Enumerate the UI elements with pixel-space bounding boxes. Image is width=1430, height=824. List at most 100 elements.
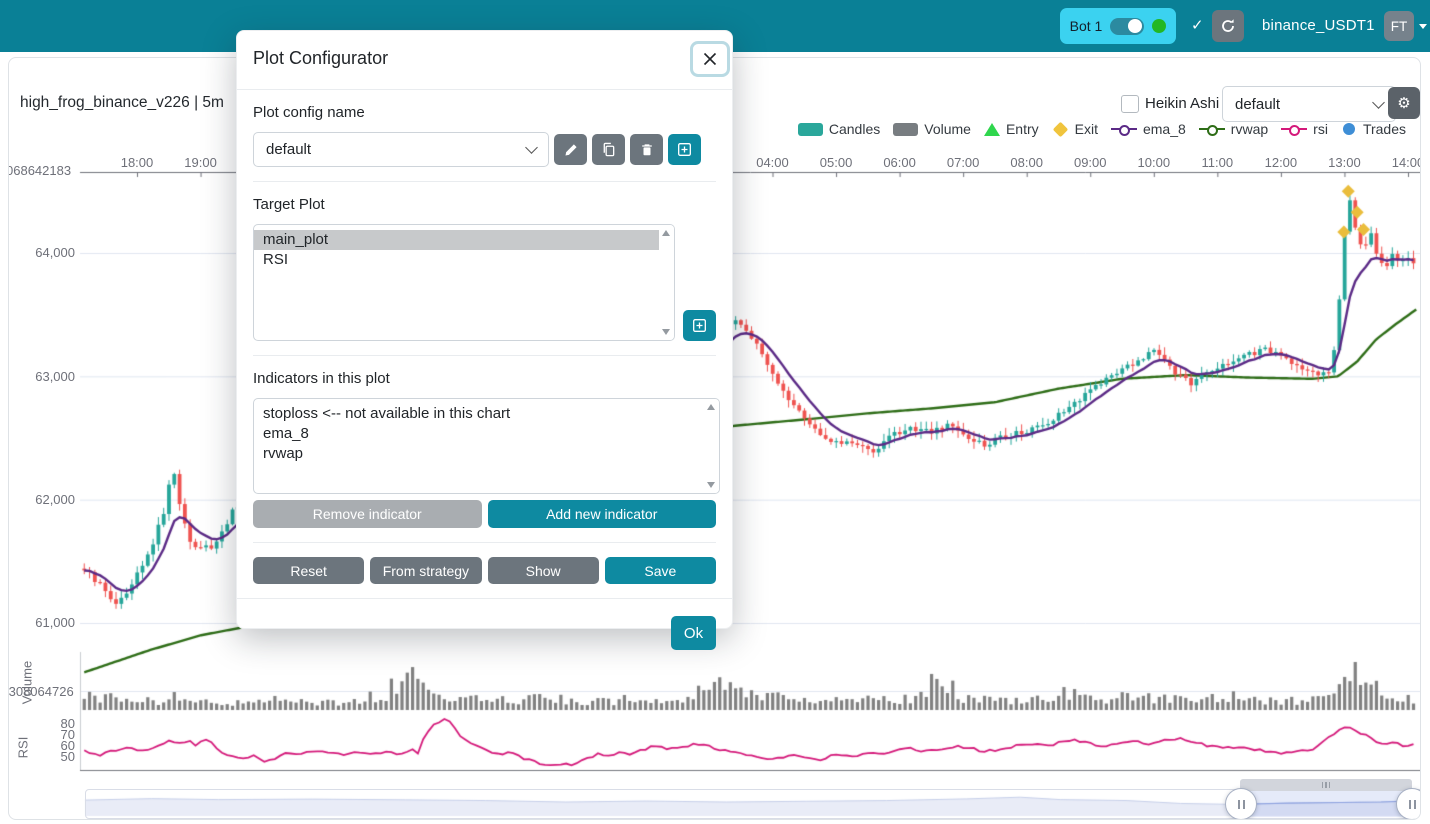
scroll-up-icon[interactable] bbox=[662, 230, 671, 236]
price-axis-label: 64,000 bbox=[35, 245, 75, 260]
pair-label[interactable]: binance_USDT1 bbox=[1262, 17, 1375, 34]
price-axis-label: 61,000 bbox=[35, 615, 75, 630]
reset-button[interactable]: Reset bbox=[253, 557, 365, 584]
time-axis-label: 05:00 bbox=[819, 155, 853, 170]
time-axis-label: 07:00 bbox=[946, 155, 980, 170]
config-name-value: default bbox=[266, 141, 312, 158]
legend-item-volume[interactable]: Volume bbox=[893, 121, 971, 137]
gear-icon: ⚙ bbox=[1397, 95, 1411, 112]
ok-button[interactable]: Ok bbox=[671, 616, 716, 650]
chart-title: high_frog_binance_v226 | 5m bbox=[20, 94, 224, 111]
delete-config-button[interactable] bbox=[630, 134, 663, 165]
plus-square-icon bbox=[693, 319, 707, 332]
time-axis-label: 10:00 bbox=[1137, 155, 1171, 170]
legend-item-ema8[interactable]: ema_8 bbox=[1110, 121, 1186, 137]
legend-item-rsi[interactable]: rsi bbox=[1281, 121, 1328, 137]
ema-line-icon bbox=[1110, 123, 1137, 136]
modal-header: Plot Configurator bbox=[237, 31, 732, 90]
plot-config-select-value: default bbox=[1235, 95, 1281, 113]
refresh-icon bbox=[1222, 19, 1234, 32]
bot-toggle[interactable] bbox=[1110, 17, 1145, 35]
plot-config-select[interactable]: default bbox=[1222, 86, 1396, 122]
show-button[interactable]: Show bbox=[487, 557, 599, 584]
price-axis-label: 62,000 bbox=[35, 492, 75, 507]
time-axis-label: 04:00 bbox=[756, 155, 789, 170]
datazoom-navigator[interactable] bbox=[85, 789, 1420, 819]
indicators-label: Indicators in this plot bbox=[253, 370, 390, 387]
list-item[interactable]: RSI bbox=[263, 251, 289, 268]
bot-selector-button[interactable]: Bot 1 bbox=[1060, 8, 1176, 44]
chevron-down-icon bbox=[525, 141, 538, 154]
from-strategy-button[interactable]: From strategy bbox=[370, 557, 482, 584]
exit-diamond-icon bbox=[1052, 121, 1068, 137]
rsi-axis-label: 80 bbox=[60, 716, 75, 731]
indicators-list[interactable]: stoploss <-- not available in this chart… bbox=[253, 398, 720, 494]
chevron-down-icon bbox=[1372, 95, 1385, 109]
avatar[interactable]: FT bbox=[1384, 11, 1414, 41]
datazoom-move-handle[interactable] bbox=[1240, 779, 1412, 791]
time-axis-label: 19:00 bbox=[184, 155, 217, 170]
scroll-down-icon[interactable] bbox=[662, 329, 671, 335]
legend-label: Volume bbox=[924, 121, 971, 137]
trades-dot-icon bbox=[1342, 123, 1355, 135]
rsi-line-icon bbox=[1281, 123, 1308, 136]
legend-item-candles[interactable]: Candles bbox=[797, 121, 881, 137]
legend-item-rvwap[interactable]: rvwap bbox=[1198, 121, 1269, 137]
datazoom-right-handle[interactable] bbox=[1396, 788, 1420, 819]
list-item[interactable]: main_plot bbox=[254, 230, 675, 250]
rvwap-line-icon bbox=[1198, 123, 1225, 136]
edit-config-button[interactable] bbox=[554, 134, 587, 165]
legend-label: rvwap bbox=[1230, 121, 1269, 137]
scrollbar[interactable] bbox=[704, 399, 719, 493]
datazoom-left-handle[interactable] bbox=[1225, 788, 1257, 819]
heikin-ashi-checkbox[interactable] bbox=[1121, 95, 1139, 113]
time-axis-label: 14:00 bbox=[1391, 155, 1420, 170]
add-plot-button[interactable] bbox=[683, 310, 716, 341]
price-axis-label: 068642183 bbox=[8, 163, 72, 178]
legend-label: Candles bbox=[828, 121, 881, 137]
time-axis-label: 13:00 bbox=[1328, 155, 1361, 170]
remove-indicator-button[interactable]: Remove indicator bbox=[253, 500, 482, 528]
plot-settings-button[interactable]: ⚙ bbox=[1388, 87, 1420, 119]
scrollbar[interactable] bbox=[659, 225, 675, 340]
volume-axis-label: .308064726 bbox=[8, 684, 74, 699]
entry-triangle-icon bbox=[983, 122, 1000, 136]
legend-label: rsi bbox=[1313, 121, 1328, 137]
target-plot-list[interactable]: main_plot RSI bbox=[253, 224, 676, 341]
time-axis-label: 12:00 bbox=[1264, 155, 1298, 170]
rsi-axis-title: RSI bbox=[15, 736, 31, 759]
scroll-down-icon[interactable] bbox=[707, 482, 715, 488]
add-config-button[interactable] bbox=[668, 134, 701, 165]
config-name-label: Plot config name bbox=[253, 104, 365, 121]
legend-item-exit[interactable]: Exit bbox=[1052, 121, 1098, 137]
target-plot-label: Target Plot bbox=[253, 196, 325, 213]
rsi-axis-label: 70 bbox=[60, 727, 75, 742]
candles-swatch-icon bbox=[797, 122, 823, 136]
legend-label: ema_8 bbox=[1142, 121, 1186, 137]
refresh-button[interactable] bbox=[1212, 10, 1244, 42]
toggle-knob bbox=[1128, 19, 1143, 33]
plot-configurator-modal: Plot Configurator Plot config name defau… bbox=[236, 30, 733, 650]
list-item[interactable]: ema_8 bbox=[263, 425, 309, 442]
modal-body: Plot config name default Target Plot bbox=[237, 90, 732, 584]
list-item[interactable]: stoploss <-- not available in this chart bbox=[263, 405, 511, 422]
save-button[interactable]: Save bbox=[604, 557, 716, 584]
list-item[interactable]: rvwap bbox=[263, 445, 304, 462]
legend-label: Entry bbox=[1005, 121, 1039, 137]
duplicate-config-button[interactable] bbox=[592, 134, 625, 165]
chart-legend: Candles Volume Entry Exit ema_8 rvwap rs… bbox=[797, 121, 1406, 137]
rsi-axis-label: 50 bbox=[60, 749, 75, 764]
check-icon: ✓ bbox=[1191, 17, 1204, 34]
time-axis-label: 08:00 bbox=[1010, 155, 1043, 170]
legend-item-entry[interactable]: Entry bbox=[983, 121, 1039, 137]
scroll-up-icon[interactable] bbox=[707, 404, 715, 410]
time-axis-label: 11:00 bbox=[1201, 155, 1234, 170]
add-new-indicator-button[interactable]: Add new indicator bbox=[487, 500, 716, 528]
chevron-down-icon[interactable] bbox=[1419, 24, 1427, 29]
copy-icon bbox=[603, 142, 615, 157]
volume-swatch-icon bbox=[893, 122, 919, 136]
volume-axis-title: Volume bbox=[19, 660, 35, 705]
legend-item-trades[interactable]: Trades bbox=[1341, 121, 1406, 137]
config-name-select[interactable]: default bbox=[253, 132, 549, 167]
close-button[interactable] bbox=[690, 41, 730, 77]
